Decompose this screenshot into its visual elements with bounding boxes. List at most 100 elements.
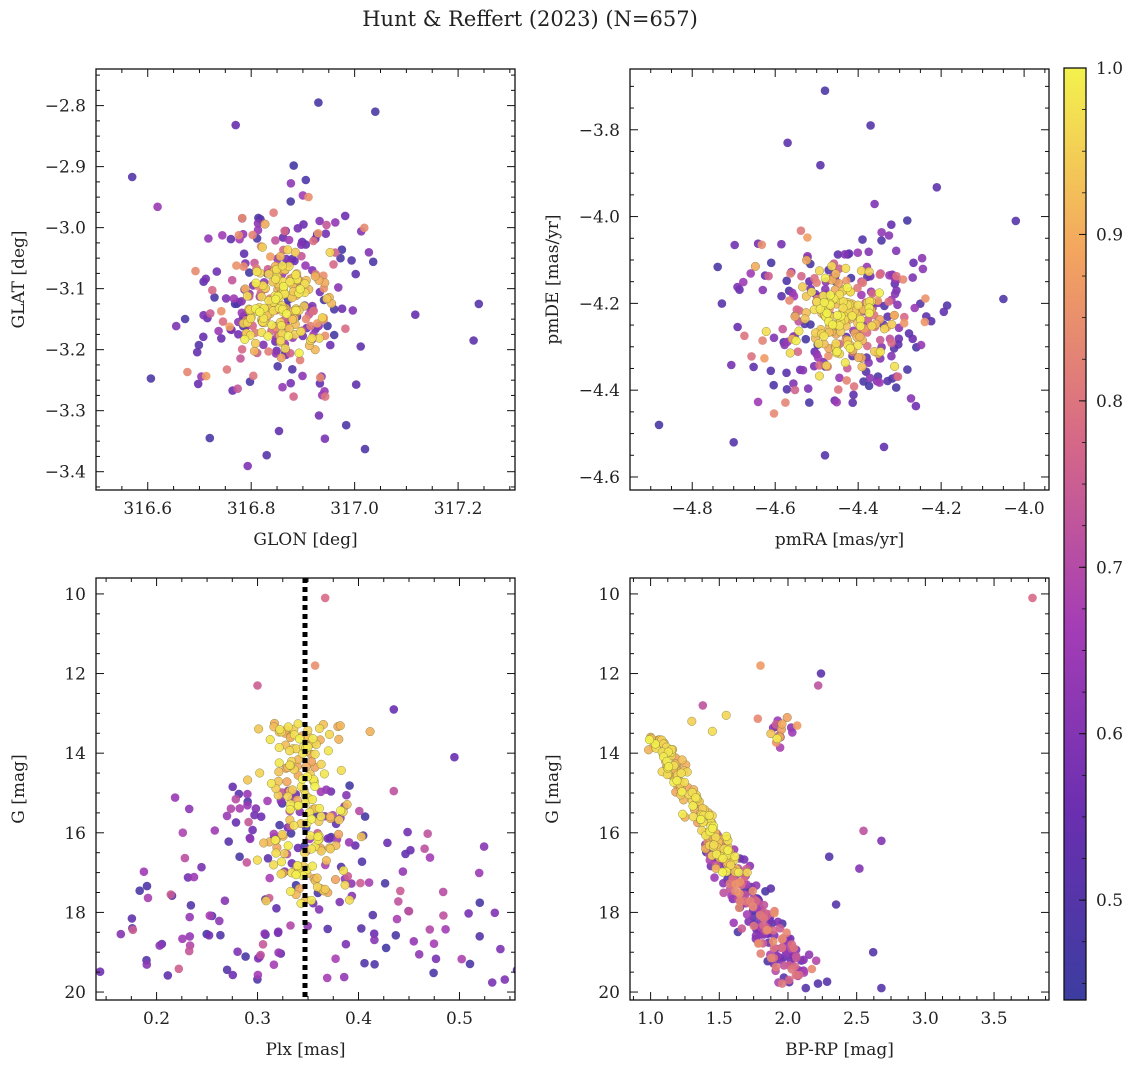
data-point — [322, 973, 332, 983]
data-point — [301, 175, 311, 185]
data-point — [739, 277, 748, 287]
data-point — [398, 867, 408, 876]
x-tick-label: 2.5 — [843, 1009, 870, 1029]
data-point — [884, 297, 893, 307]
data-point — [351, 380, 361, 389]
data-point — [688, 801, 698, 811]
data-point — [1011, 216, 1021, 226]
data-point — [812, 278, 821, 288]
data-point — [381, 943, 391, 953]
data-point — [392, 914, 402, 924]
x-tick-label: 0.5 — [446, 1009, 473, 1029]
data-point — [275, 251, 285, 261]
data-point — [394, 897, 403, 906]
data-point — [291, 305, 301, 315]
data-point — [282, 309, 292, 319]
data-point — [423, 829, 433, 838]
data-point — [254, 724, 264, 734]
data-point — [887, 220, 896, 229]
data-point — [344, 838, 354, 847]
data-point — [729, 918, 738, 928]
data-point — [731, 879, 740, 889]
data-point — [323, 321, 332, 331]
data-point — [252, 855, 262, 865]
data-points — [127, 98, 484, 471]
data-point — [777, 239, 786, 249]
data-point — [389, 786, 399, 796]
data-point — [307, 844, 317, 854]
data-point — [698, 701, 708, 710]
data-point — [733, 322, 742, 332]
data-point — [128, 925, 138, 935]
data-point — [769, 943, 779, 953]
data-point — [289, 821, 299, 831]
data-point — [351, 269, 361, 279]
data-point — [312, 882, 322, 892]
data-point — [879, 324, 889, 334]
data-point — [34, 970, 43, 979]
data-point — [783, 138, 792, 148]
data-point — [334, 829, 344, 839]
data-point — [295, 355, 305, 365]
data-point — [316, 759, 326, 769]
data-point — [248, 825, 257, 835]
x-tick-label: 0.2 — [143, 1009, 170, 1029]
data-point — [853, 283, 862, 293]
data-point — [347, 256, 356, 265]
data-point — [877, 983, 886, 993]
data-point — [709, 840, 719, 850]
data-point — [253, 681, 262, 690]
data-point — [217, 334, 226, 343]
data-point — [831, 269, 841, 279]
data-point — [475, 932, 485, 941]
y-tick-label: −2.9 — [45, 158, 86, 178]
data-point — [241, 952, 250, 961]
data-point — [276, 336, 286, 346]
data-point — [769, 926, 778, 935]
data-point — [331, 218, 340, 227]
data-point — [900, 312, 909, 322]
data-point — [232, 261, 241, 270]
data-point — [853, 248, 863, 257]
data-point — [766, 729, 776, 739]
data-point — [562, 913, 571, 922]
data-point — [883, 376, 892, 386]
data-point — [758, 336, 767, 345]
data-point — [782, 928, 791, 937]
data-point — [864, 247, 873, 257]
data-point — [704, 811, 714, 821]
data-point — [285, 760, 295, 770]
data-point — [116, 929, 126, 939]
data-point — [345, 781, 354, 790]
data-point — [233, 384, 242, 394]
y-tick-label: 16 — [598, 824, 620, 844]
data-point — [877, 228, 886, 237]
data-point — [999, 294, 1008, 304]
data-point — [163, 971, 173, 980]
data-point — [263, 331, 273, 341]
data-point — [215, 916, 224, 926]
data-point — [864, 267, 874, 277]
data-point — [719, 878, 728, 888]
x-tick-label: 2.0 — [774, 1009, 801, 1029]
data-point — [712, 849, 722, 859]
data-point — [759, 900, 769, 910]
y-tick-label: 16 — [64, 824, 86, 844]
data-point — [296, 327, 306, 337]
data-point — [753, 397, 763, 407]
data-point — [283, 722, 293, 732]
data-point — [404, 906, 414, 916]
data-point — [243, 461, 252, 471]
data-point — [319, 769, 329, 779]
data-point — [853, 340, 863, 350]
y-tick-label: 18 — [598, 903, 620, 923]
data-point — [438, 887, 448, 897]
data-point — [180, 314, 190, 324]
data-point — [293, 801, 303, 811]
data-point — [816, 669, 826, 678]
data-point — [267, 320, 277, 330]
data-point — [749, 362, 758, 372]
data-point — [228, 782, 237, 792]
data-point — [280, 344, 290, 354]
data-point — [297, 240, 306, 249]
